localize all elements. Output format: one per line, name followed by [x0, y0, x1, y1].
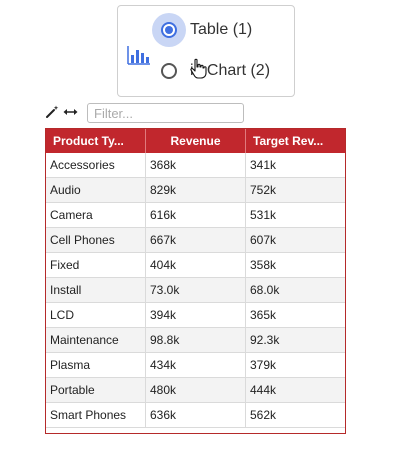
target-revenue-cell: 365k — [246, 303, 345, 327]
magic-wand-icon[interactable] — [45, 105, 59, 119]
chart-type-selector: Table (1) ie Chart (2) — [117, 5, 295, 97]
table-row[interactable]: Maintenance 98.8k 92.3k — [46, 328, 345, 353]
column-header-target-revenue[interactable]: Target Rev... — [246, 129, 345, 153]
column-header-product-type[interactable]: Product Ty... — [46, 129, 146, 153]
target-revenue-cell: 92.3k — [246, 328, 345, 352]
product-type-cell: Camera — [46, 203, 146, 227]
revenue-cell: 73.0k — [146, 278, 246, 302]
pie-chart-option[interactable]: ie Chart (2) — [154, 56, 270, 86]
hand-cursor-icon — [189, 58, 207, 80]
table-row[interactable]: Fixed 404k 358k — [46, 253, 345, 278]
product-type-cell: Portable — [46, 378, 146, 402]
product-type-cell: LCD — [46, 303, 146, 327]
table-row[interactable]: Audio 829k 752k — [46, 178, 345, 203]
product-type-cell: Cell Phones — [46, 228, 146, 252]
revenue-cell: 98.8k — [146, 328, 246, 352]
table-row[interactable]: Plasma 434k 379k — [46, 353, 345, 378]
table-header: Product Ty... Revenue Target Rev... — [46, 129, 345, 153]
revenue-cell: 636k — [146, 403, 246, 427]
product-type-cell: Plasma — [46, 353, 146, 377]
revenue-cell: 368k — [146, 153, 246, 177]
target-revenue-cell: 341k — [246, 153, 345, 177]
target-revenue-cell: 379k — [246, 353, 345, 377]
table-row[interactable]: Portable 480k 444k — [46, 378, 345, 403]
data-table: Product Ty... Revenue Target Rev... Acce… — [45, 128, 346, 434]
target-revenue-cell: 607k — [246, 228, 345, 252]
product-type-cell: Audio — [46, 178, 146, 202]
target-revenue-cell: 68.0k — [246, 278, 345, 302]
table-row[interactable]: LCD 394k 365k — [46, 303, 345, 328]
revenue-cell: 616k — [146, 203, 246, 227]
revenue-cell: 480k — [146, 378, 246, 402]
product-type-cell: Accessories — [46, 153, 146, 177]
radio-wrap — [154, 15, 184, 45]
product-type-cell: Smart Phones — [46, 403, 146, 427]
revenue-cell: 434k — [146, 353, 246, 377]
bar-chart-icon — [127, 45, 151, 65]
target-revenue-cell: 444k — [246, 378, 345, 402]
table-row[interactable]: Smart Phones 636k 562k — [46, 403, 345, 428]
target-revenue-cell: 531k — [246, 203, 345, 227]
product-type-cell: Install — [46, 278, 146, 302]
product-type-cell: Maintenance — [46, 328, 146, 352]
revenue-cell: 667k — [146, 228, 246, 252]
revenue-cell: 394k — [146, 303, 246, 327]
revenue-cell: 829k — [146, 178, 246, 202]
column-header-revenue[interactable]: Revenue — [146, 129, 246, 153]
target-revenue-cell: 358k — [246, 253, 345, 277]
table-row[interactable]: Camera 616k 531k — [46, 203, 345, 228]
table-row[interactable]: Install 73.0k 68.0k — [46, 278, 345, 303]
radio-wrap — [154, 56, 184, 86]
pie-chart-radio[interactable] — [161, 63, 177, 79]
filter-input[interactable] — [87, 103, 244, 123]
table-option-label: Table (1) — [190, 21, 252, 39]
product-type-cell: Fixed — [46, 253, 146, 277]
target-revenue-cell: 752k — [246, 178, 345, 202]
horizontal-resize-icon[interactable] — [63, 106, 78, 118]
revenue-cell: 404k — [146, 253, 246, 277]
table-radio[interactable] — [161, 22, 177, 38]
table-row[interactable]: Accessories 368k 341k — [46, 153, 345, 178]
table-row[interactable]: Cell Phones 667k 607k — [46, 228, 345, 253]
table-option[interactable]: Table (1) — [154, 15, 252, 45]
target-revenue-cell: 562k — [246, 403, 345, 427]
